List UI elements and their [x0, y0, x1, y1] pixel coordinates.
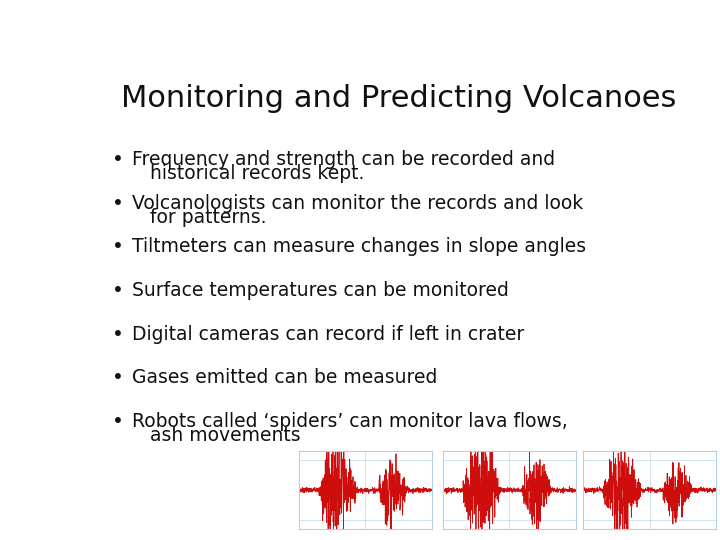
- Text: historical records kept.: historical records kept.: [132, 164, 364, 183]
- Text: •: •: [112, 325, 124, 343]
- Text: Surface temperatures can be monitored: Surface temperatures can be monitored: [132, 281, 509, 300]
- Text: Volcanologists can monitor the records and look: Volcanologists can monitor the records a…: [132, 194, 583, 213]
- Text: Digital cameras can record if left in crater: Digital cameras can record if left in cr…: [132, 325, 524, 343]
- Text: Tiltmeters can measure changes in slope angles: Tiltmeters can measure changes in slope …: [132, 238, 586, 256]
- Text: •: •: [112, 281, 124, 300]
- Text: Monitoring and Predicting Volcanoes: Monitoring and Predicting Volcanoes: [121, 84, 676, 112]
- Text: ash movements: ash movements: [132, 426, 300, 445]
- Text: •: •: [112, 150, 124, 169]
- Text: Frequency and strength can be recorded and: Frequency and strength can be recorded a…: [132, 150, 555, 169]
- Text: •: •: [112, 238, 124, 256]
- Text: for patterns.: for patterns.: [132, 208, 266, 227]
- Text: Gases emitted can be measured: Gases emitted can be measured: [132, 368, 437, 387]
- Text: •: •: [112, 194, 124, 213]
- Text: •: •: [112, 368, 124, 387]
- Text: Robots called ‘spiders’ can monitor lava flows,: Robots called ‘spiders’ can monitor lava…: [132, 412, 567, 431]
- Text: •: •: [112, 412, 124, 431]
